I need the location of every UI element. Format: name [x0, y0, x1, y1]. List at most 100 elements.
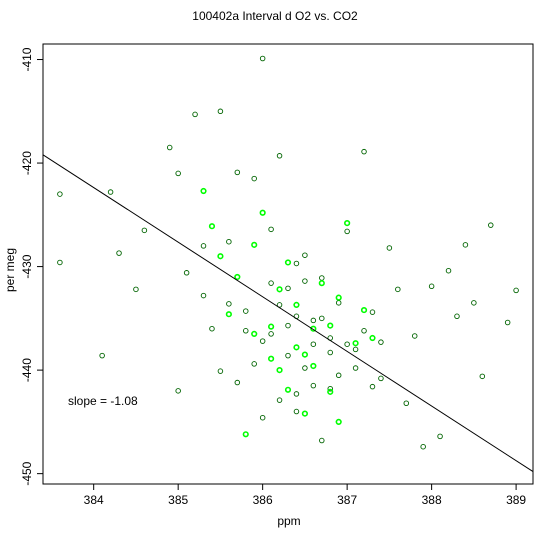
data-point: [378, 375, 384, 382]
x-tick-label: 389: [506, 493, 526, 507]
x-axis-label: ppm: [277, 514, 300, 528]
data-point: [327, 386, 333, 392]
data-point: [378, 339, 384, 345]
data-point: [166, 144, 173, 151]
data-point: [335, 418, 342, 425]
data-point: [268, 331, 274, 337]
data-point: [243, 308, 249, 314]
data-point: [411, 333, 418, 339]
data-point: [437, 433, 443, 440]
data-point: [284, 259, 292, 266]
data-point: [454, 313, 460, 320]
data-point: [344, 341, 350, 347]
data-point: [352, 365, 359, 371]
data-point: [301, 351, 308, 358]
data-point: [268, 355, 275, 362]
data-point: [259, 414, 266, 421]
data-point: [276, 367, 283, 374]
data-point: [225, 311, 232, 318]
chart-title: 100402a Interval d O2 vs. CO2: [192, 9, 358, 23]
data-point: [259, 338, 266, 344]
x-tick-label: 387: [337, 493, 357, 507]
data-point: [243, 328, 249, 334]
data-point: [352, 340, 359, 347]
data-point: [200, 187, 207, 195]
data-point: [116, 250, 122, 256]
data-point: [251, 175, 257, 182]
data-point: [268, 226, 274, 233]
data-point: [268, 280, 274, 286]
data-point: [209, 325, 215, 332]
data-point: [175, 170, 181, 177]
data-point: [276, 286, 283, 293]
data-point: [251, 361, 257, 367]
data-point: [293, 344, 300, 351]
data-point: [242, 431, 249, 438]
data-point: [310, 341, 317, 347]
data-point: [276, 153, 283, 159]
data-point: [310, 325, 317, 332]
data-point: [420, 443, 426, 450]
x-tick-label: 388: [422, 493, 442, 507]
data-point: [319, 275, 325, 281]
data-point: [318, 280, 325, 287]
data-point: [310, 382, 317, 389]
data-point: [302, 278, 308, 284]
data-point: [310, 362, 317, 370]
data-point: [301, 410, 308, 417]
data-point: [217, 368, 224, 374]
y-tick-label: -430: [20, 254, 34, 278]
data-point: [327, 388, 334, 395]
data-point: [488, 222, 494, 228]
data-point: [504, 319, 511, 326]
data-point: [395, 286, 401, 293]
data-point: [251, 241, 258, 248]
data-point: [344, 228, 350, 235]
data-point: [133, 286, 139, 293]
data-point: [285, 352, 291, 359]
x-tick-label: 386: [253, 493, 273, 507]
regression-line: [42, 154, 534, 472]
data-point: [200, 243, 207, 249]
data-point: [335, 300, 342, 306]
data-point: [327, 322, 334, 329]
data-point: [285, 285, 291, 292]
y-axis-label: per meg: [3, 248, 17, 292]
data-point: [285, 322, 291, 329]
data-point: [200, 292, 207, 299]
data-point: [268, 323, 275, 330]
data-point: [226, 301, 232, 307]
data-point: [57, 191, 63, 197]
data-point: [226, 238, 232, 245]
data-point: [361, 148, 367, 155]
data-point: [284, 386, 292, 393]
data-point: [208, 223, 216, 230]
data-point: [361, 328, 367, 334]
data-point: [217, 108, 224, 115]
data-point: [251, 330, 258, 337]
plot-frame: [42, 43, 534, 485]
data-point: [369, 309, 376, 315]
data-point: [335, 372, 342, 379]
data-point: [319, 437, 325, 444]
slope-annotation: slope = -1.08: [68, 394, 138, 408]
data-point: [293, 408, 300, 415]
data-point: [302, 252, 308, 258]
data-point: [192, 111, 198, 118]
data-point: [352, 346, 359, 353]
data-point: [428, 283, 435, 290]
x-tick-label: 385: [168, 493, 188, 507]
data-point: [386, 245, 393, 251]
data-point: [445, 267, 452, 274]
data-point: [99, 352, 105, 359]
data-point: [335, 294, 342, 301]
data-point: [234, 169, 241, 176]
data-point: [403, 400, 410, 406]
data-point: [369, 383, 376, 390]
y-axis-ticks: -450 -440 -430 -420 -410: [20, 47, 43, 486]
y-tick-label: -440: [20, 358, 34, 382]
scatter-points: [57, 55, 519, 450]
data-point: [57, 259, 63, 266]
data-point: [471, 300, 477, 306]
data-point: [513, 287, 519, 294]
